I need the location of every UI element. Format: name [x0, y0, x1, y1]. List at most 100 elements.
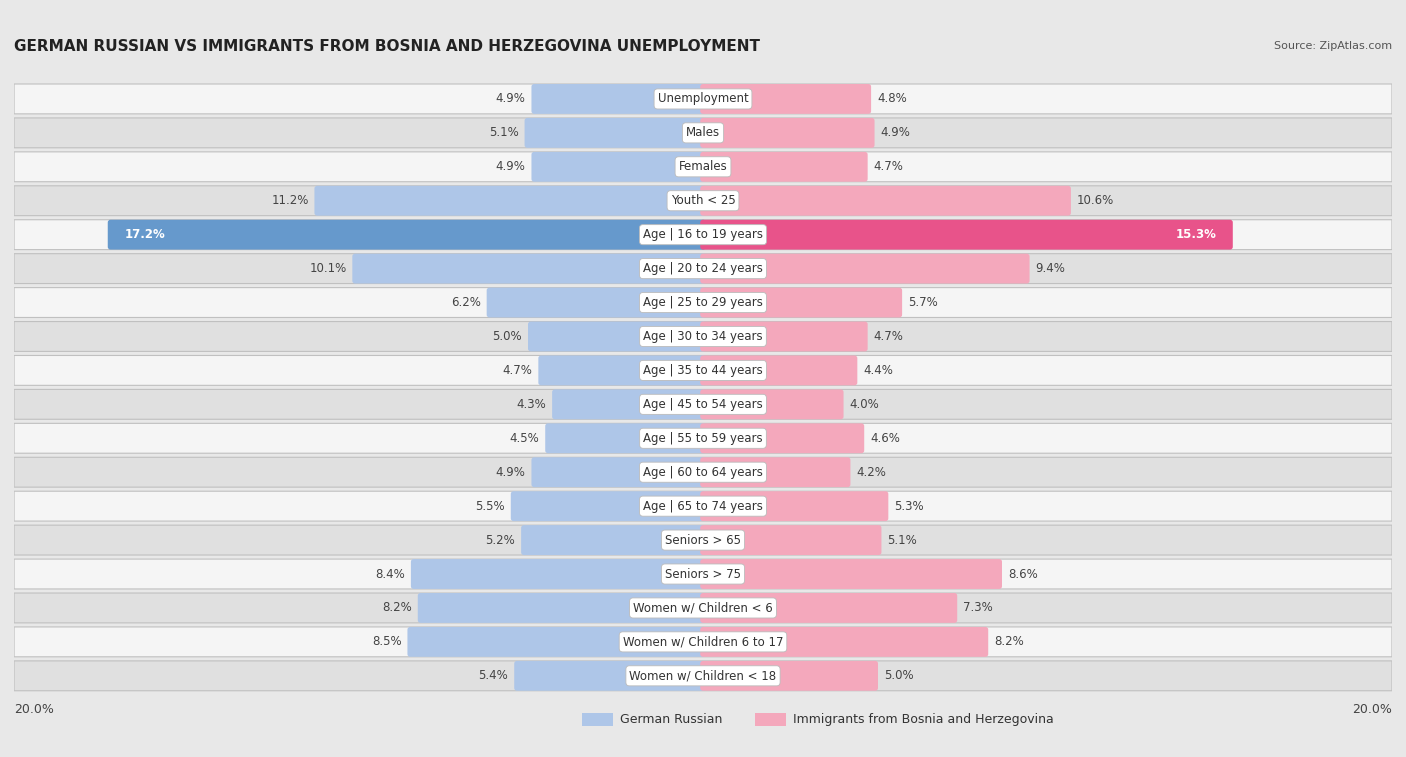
Text: 5.1%: 5.1%	[887, 534, 917, 547]
FancyBboxPatch shape	[700, 559, 1002, 589]
Text: 4.7%: 4.7%	[502, 364, 533, 377]
FancyBboxPatch shape	[408, 627, 706, 657]
FancyBboxPatch shape	[700, 220, 1233, 250]
FancyBboxPatch shape	[14, 118, 1392, 148]
Text: Women w/ Children < 18: Women w/ Children < 18	[630, 669, 776, 682]
Text: 5.0%: 5.0%	[884, 669, 914, 682]
FancyBboxPatch shape	[14, 185, 1392, 216]
FancyBboxPatch shape	[700, 254, 1029, 284]
Text: 11.2%: 11.2%	[271, 195, 308, 207]
Text: German Russian: German Russian	[620, 713, 723, 727]
Text: 4.2%: 4.2%	[856, 466, 886, 478]
Text: Age | 45 to 54 years: Age | 45 to 54 years	[643, 398, 763, 411]
FancyBboxPatch shape	[700, 152, 868, 182]
FancyBboxPatch shape	[700, 525, 882, 555]
FancyBboxPatch shape	[700, 593, 957, 623]
Text: 5.3%: 5.3%	[894, 500, 924, 512]
Text: 8.5%: 8.5%	[373, 635, 402, 649]
Text: 8.2%: 8.2%	[382, 602, 412, 615]
FancyBboxPatch shape	[538, 356, 706, 385]
FancyBboxPatch shape	[700, 491, 889, 521]
FancyBboxPatch shape	[14, 559, 1392, 589]
FancyBboxPatch shape	[700, 288, 903, 317]
FancyBboxPatch shape	[14, 423, 1392, 453]
Text: 4.6%: 4.6%	[870, 431, 900, 445]
FancyBboxPatch shape	[700, 84, 872, 114]
Text: Age | 20 to 24 years: Age | 20 to 24 years	[643, 262, 763, 275]
Text: 10.6%: 10.6%	[1077, 195, 1114, 207]
FancyBboxPatch shape	[582, 714, 613, 727]
Text: Age | 55 to 59 years: Age | 55 to 59 years	[643, 431, 763, 445]
Text: 4.9%: 4.9%	[496, 92, 526, 105]
FancyBboxPatch shape	[108, 220, 706, 250]
Text: Seniors > 75: Seniors > 75	[665, 568, 741, 581]
FancyBboxPatch shape	[14, 254, 1392, 284]
Text: 4.8%: 4.8%	[877, 92, 907, 105]
FancyBboxPatch shape	[700, 356, 858, 385]
Text: 5.1%: 5.1%	[489, 126, 519, 139]
FancyBboxPatch shape	[524, 118, 706, 148]
Text: 8.6%: 8.6%	[1008, 568, 1038, 581]
FancyBboxPatch shape	[418, 593, 706, 623]
Text: Women w/ Children < 6: Women w/ Children < 6	[633, 602, 773, 615]
FancyBboxPatch shape	[353, 254, 706, 284]
Text: Source: ZipAtlas.com: Source: ZipAtlas.com	[1274, 42, 1392, 51]
Text: 4.7%: 4.7%	[873, 160, 904, 173]
FancyBboxPatch shape	[14, 356, 1392, 385]
Text: GERMAN RUSSIAN VS IMMIGRANTS FROM BOSNIA AND HERZEGOVINA UNEMPLOYMENT: GERMAN RUSSIAN VS IMMIGRANTS FROM BOSNIA…	[14, 39, 761, 54]
FancyBboxPatch shape	[14, 627, 1392, 657]
FancyBboxPatch shape	[515, 661, 706, 690]
Text: 8.2%: 8.2%	[994, 635, 1024, 649]
FancyBboxPatch shape	[529, 322, 706, 351]
FancyBboxPatch shape	[755, 714, 786, 727]
FancyBboxPatch shape	[531, 84, 706, 114]
FancyBboxPatch shape	[14, 525, 1392, 555]
Text: Males: Males	[686, 126, 720, 139]
Text: 8.4%: 8.4%	[375, 568, 405, 581]
Text: Age | 30 to 34 years: Age | 30 to 34 years	[643, 330, 763, 343]
Text: 9.4%: 9.4%	[1035, 262, 1066, 275]
FancyBboxPatch shape	[14, 220, 1392, 250]
FancyBboxPatch shape	[14, 322, 1392, 351]
Text: 15.3%: 15.3%	[1175, 228, 1216, 241]
FancyBboxPatch shape	[546, 423, 706, 453]
FancyBboxPatch shape	[14, 152, 1392, 182]
Text: 4.5%: 4.5%	[509, 431, 540, 445]
Text: Immigrants from Bosnia and Herzegovina: Immigrants from Bosnia and Herzegovina	[793, 713, 1053, 727]
FancyBboxPatch shape	[700, 118, 875, 148]
Text: Unemployment: Unemployment	[658, 92, 748, 105]
Text: Age | 65 to 74 years: Age | 65 to 74 years	[643, 500, 763, 512]
Text: 7.3%: 7.3%	[963, 602, 993, 615]
Text: 4.9%: 4.9%	[496, 160, 526, 173]
Text: 20.0%: 20.0%	[1353, 703, 1392, 716]
Text: 4.9%: 4.9%	[496, 466, 526, 478]
FancyBboxPatch shape	[553, 389, 706, 419]
Text: Seniors > 65: Seniors > 65	[665, 534, 741, 547]
Text: 4.3%: 4.3%	[516, 398, 547, 411]
Text: Age | 16 to 19 years: Age | 16 to 19 years	[643, 228, 763, 241]
FancyBboxPatch shape	[14, 288, 1392, 317]
FancyBboxPatch shape	[700, 661, 877, 690]
Text: 5.5%: 5.5%	[475, 500, 505, 512]
FancyBboxPatch shape	[700, 457, 851, 488]
Text: Women w/ Children 6 to 17: Women w/ Children 6 to 17	[623, 635, 783, 649]
Text: 5.7%: 5.7%	[908, 296, 938, 309]
Text: Age | 25 to 29 years: Age | 25 to 29 years	[643, 296, 763, 309]
FancyBboxPatch shape	[700, 185, 1071, 216]
FancyBboxPatch shape	[700, 322, 868, 351]
Text: 5.4%: 5.4%	[478, 669, 509, 682]
Text: 4.9%: 4.9%	[880, 126, 910, 139]
FancyBboxPatch shape	[14, 661, 1392, 690]
Text: 5.0%: 5.0%	[492, 330, 522, 343]
Text: 4.0%: 4.0%	[849, 398, 879, 411]
FancyBboxPatch shape	[315, 185, 706, 216]
Text: 4.4%: 4.4%	[863, 364, 893, 377]
FancyBboxPatch shape	[531, 152, 706, 182]
FancyBboxPatch shape	[700, 627, 988, 657]
Text: 10.1%: 10.1%	[309, 262, 346, 275]
Text: Age | 60 to 64 years: Age | 60 to 64 years	[643, 466, 763, 478]
FancyBboxPatch shape	[486, 288, 706, 317]
FancyBboxPatch shape	[700, 389, 844, 419]
Text: Age | 35 to 44 years: Age | 35 to 44 years	[643, 364, 763, 377]
FancyBboxPatch shape	[700, 423, 865, 453]
